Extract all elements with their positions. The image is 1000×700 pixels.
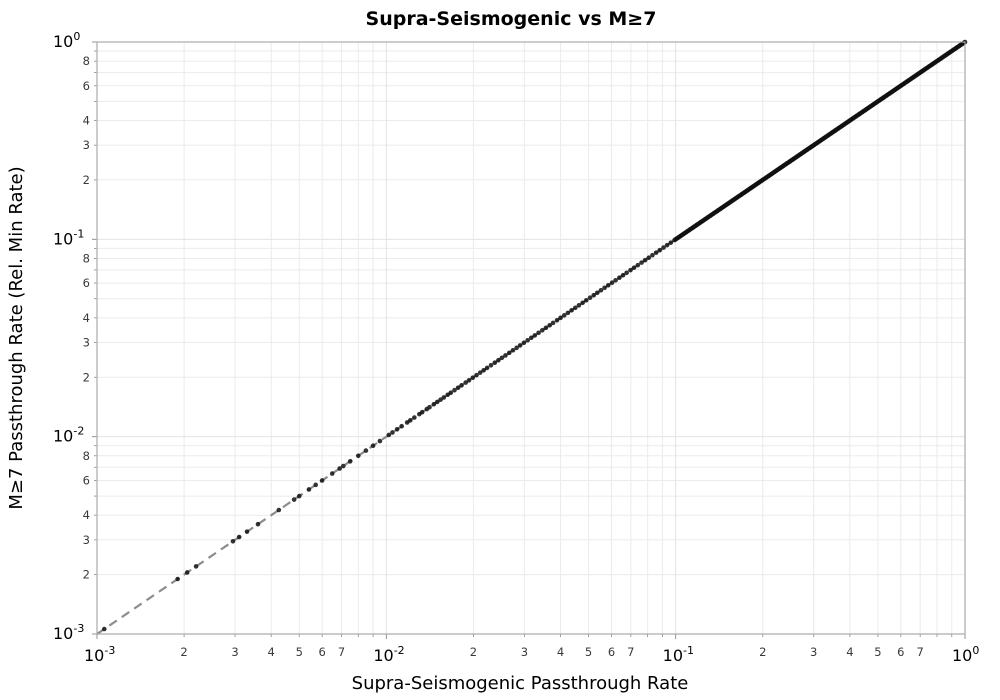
- y-minor-tick-label: 3: [83, 533, 90, 547]
- y-minor-tick-label: 3: [83, 336, 90, 350]
- x-major-tick-label: 10-1: [663, 644, 694, 665]
- y-minor-tick-label: 4: [83, 114, 90, 128]
- y-minor-tick-label: 8: [83, 54, 90, 68]
- y-minor-tick-label: 8: [83, 449, 90, 463]
- plot-frame: [96, 41, 966, 635]
- y-minor-tick-label: 3: [83, 138, 90, 152]
- x-minor-tick-label: 4: [846, 645, 853, 659]
- x-minor-tick-label: 4: [557, 645, 564, 659]
- y-minor-tick-label: 4: [83, 508, 90, 522]
- y-minor-tick-label: 6: [83, 79, 90, 93]
- x-minor-tick-label: 5: [296, 645, 303, 659]
- y-major-tick-label: 10-3: [53, 622, 84, 643]
- x-minor-tick-label: 2: [470, 645, 477, 659]
- y-minor-tick-label: 6: [83, 473, 90, 487]
- y-axis-label: M≥7 Passthrough Rate (Rel. Min Rate): [6, 166, 27, 509]
- x-major-tick-label: 10-2: [373, 644, 404, 665]
- grid-layer: [97, 42, 965, 634]
- x-axis-label: Supra-Seismogenic Passthrough Rate: [352, 673, 689, 694]
- x-minor-tick-label: 6: [897, 645, 904, 659]
- y-minor-tick-label: 8: [83, 251, 90, 265]
- x-minor-tick-label: 7: [917, 645, 924, 659]
- x-minor-tick-label: 6: [608, 645, 615, 659]
- y-minor-tick-label: 6: [83, 276, 90, 290]
- x-minor-tick-label: 3: [231, 645, 238, 659]
- chart-title: Supra-Seismogenic vs M≥7: [366, 8, 657, 30]
- y-minor-tick-label: 2: [83, 173, 90, 187]
- x-minor-tick-label: 2: [180, 645, 187, 659]
- y-major-tick-label: 10-2: [53, 425, 84, 446]
- x-minor-tick-label: 5: [874, 645, 881, 659]
- x-minor-tick-label: 6: [318, 645, 325, 659]
- x-minor-tick-label: 3: [521, 645, 528, 659]
- x-minor-tick-label: 2: [759, 645, 766, 659]
- x-minor-tick-label: 4: [268, 645, 275, 659]
- x-major-tick-label: 10-3: [84, 644, 115, 665]
- x-minor-tick-label: 7: [338, 645, 345, 659]
- scatter-points: [102, 39, 968, 632]
- y-minor-tick-label: 2: [83, 568, 90, 582]
- y-minor-tick-label: 2: [83, 370, 90, 384]
- x-major-tick-label: 100: [952, 644, 979, 665]
- y-minor-tick-label: 4: [83, 311, 90, 325]
- x-minor-tick-label: 5: [585, 645, 592, 659]
- x-minor-tick-label: 3: [810, 645, 817, 659]
- y-major-tick-label: 100: [53, 30, 80, 51]
- y-major-tick-label: 10-1: [53, 227, 84, 248]
- x-minor-tick-label: 7: [627, 645, 634, 659]
